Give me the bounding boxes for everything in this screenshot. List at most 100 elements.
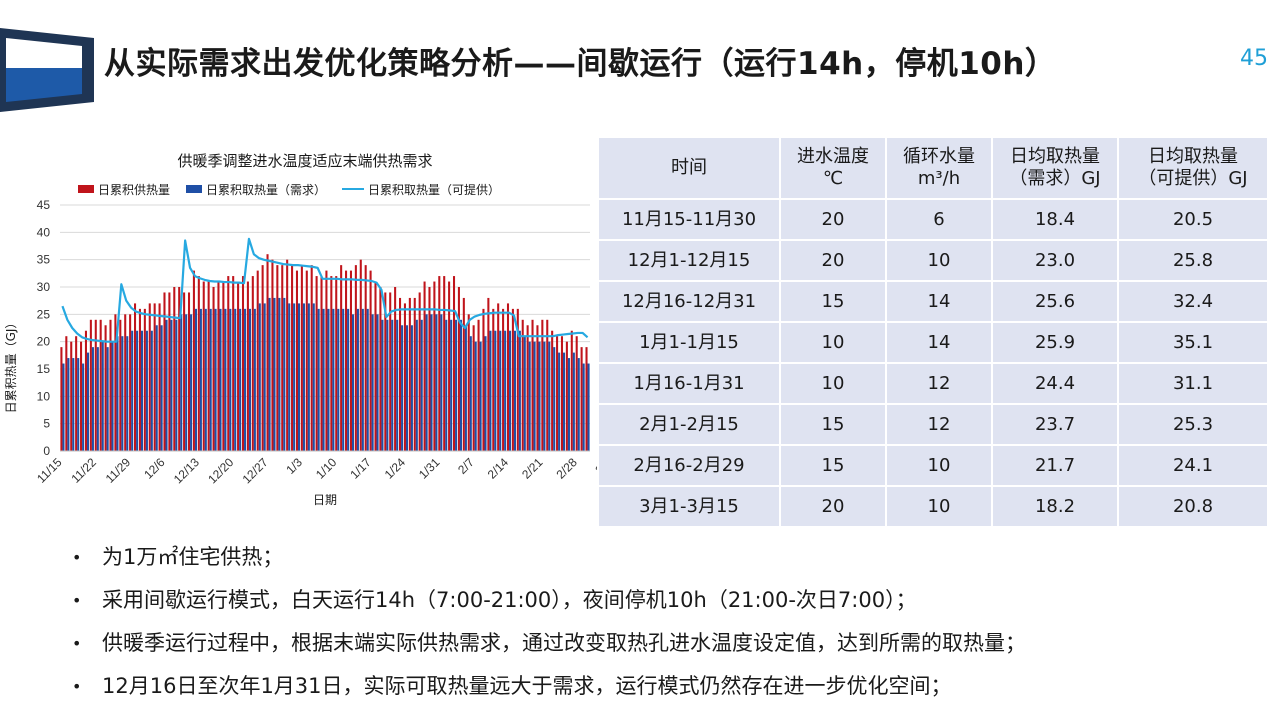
demand-bar <box>155 325 158 451</box>
x-tick-label: 12/27 <box>240 455 271 486</box>
supply-bar <box>526 325 529 451</box>
x-tick-label: 11/22 <box>68 455 99 486</box>
supply-bar <box>536 325 539 451</box>
table-cell: 25.6 <box>991 280 1119 323</box>
supply-bar <box>232 276 235 451</box>
bullet-text: 采用间歇运行模式，白天运行14h（7:00-21:00），夜间停机10h（21:… <box>102 588 917 612</box>
y-tick-label: 40 <box>37 225 51 239</box>
demand-bar <box>410 325 413 451</box>
demand-bar <box>244 308 247 451</box>
table-cell: 14 <box>885 321 993 364</box>
supply-bar <box>148 303 151 451</box>
supply-bar <box>433 281 436 451</box>
demand-bar <box>175 319 178 451</box>
demand-bar <box>572 352 575 451</box>
table-row: 12月16-12月31 15 14 25.6 32.4 <box>597 280 1269 323</box>
supply-bar <box>291 265 294 451</box>
demand-bar <box>258 303 261 451</box>
bullet-item: • 12月16日至次年1月31日，实际可取热量远大于需求，运行模式仍然存在进一步优… <box>70 665 1250 708</box>
supply-bar <box>394 287 397 451</box>
header-available: 日均取热量 （可提供）GJ <box>1117 136 1269 200</box>
table-header-row: 时间 进水温度 ℃ 循环水量 m³/h 日均取热量 （需求）GJ 日均取热量 （可提供）… <box>597 136 1269 200</box>
supply-bar <box>374 281 377 451</box>
supply-bar <box>153 303 156 451</box>
table-cell: 15 <box>779 280 887 323</box>
supply-bar <box>492 308 495 451</box>
bullet-item: • 为1万㎡住宅供热； <box>70 536 1250 579</box>
table-cell: 24.4 <box>991 362 1119 405</box>
supply-bar <box>418 292 421 451</box>
demand-bar <box>91 347 94 451</box>
bullet-list: • 为1万㎡住宅供热； • 采用间歇运行模式，白天运行14h（7:00-21:00），… <box>70 536 1250 708</box>
supply-bar <box>286 259 289 451</box>
supply-bar <box>251 276 254 451</box>
demand-bar <box>67 358 70 451</box>
supply-bar <box>506 303 510 451</box>
table-cell: 6 <box>885 198 993 241</box>
table-cell: 20 <box>779 198 887 241</box>
demand-bar <box>96 347 99 451</box>
table-cell: 15 <box>779 403 887 446</box>
supply-bar <box>575 336 578 451</box>
legend-item-demand: 日累积取热量（需求） <box>186 181 326 198</box>
table-cell: 25.8 <box>1117 239 1269 282</box>
demand-bar <box>420 319 423 451</box>
demand-bar <box>347 308 350 451</box>
demand-bar <box>283 297 286 451</box>
demand-bar <box>199 308 202 451</box>
demand-bar <box>469 336 472 451</box>
demand-bar <box>302 303 305 451</box>
table-row: 2月1-2月15 15 12 23.7 25.3 <box>597 403 1269 446</box>
demand-bar <box>401 325 404 451</box>
demand-bar <box>170 319 173 451</box>
y-tick-label: 0 <box>43 444 50 458</box>
supply-bar <box>349 270 352 451</box>
x-tick-label: 2/28 <box>553 455 580 482</box>
supply-bar <box>295 270 299 451</box>
header-time: 时间 <box>597 136 781 200</box>
demand-bar <box>528 341 531 451</box>
table-cell: 1月16-1月31 <box>597 362 781 405</box>
supply-bar <box>266 254 269 451</box>
demand-bar <box>111 341 114 451</box>
supply-bar <box>143 308 146 451</box>
legend-label-supply: 日累积供热量 <box>98 182 171 197</box>
demand-bar <box>160 325 163 451</box>
demand-bar <box>533 341 536 451</box>
demand-bar <box>263 303 266 451</box>
supply-bar <box>438 276 441 451</box>
demand-bar <box>361 308 364 451</box>
legend-item-available: 日累积取热量（可提供） <box>342 181 500 198</box>
table-cell: 25.3 <box>1117 403 1269 446</box>
demand-bar <box>548 341 551 451</box>
supply-bar <box>565 341 568 451</box>
table-cell: 3月1-3月15 <box>597 485 781 528</box>
demand-bar <box>234 308 237 451</box>
demand-bar <box>82 363 85 451</box>
demand-bar <box>214 308 217 451</box>
bullet-text: 为1万㎡住宅供热； <box>102 545 284 569</box>
supply-bar <box>560 336 564 451</box>
demand-bar <box>248 308 251 451</box>
supply-bar <box>281 265 284 451</box>
legend-swatch-demand <box>186 185 203 193</box>
supply-bar <box>399 297 402 451</box>
supply-bar <box>541 319 544 451</box>
table-cell: 11月15-11月30 <box>597 198 781 241</box>
legend-item-supply: 日累积供热量 <box>78 181 170 198</box>
supply-bar <box>60 347 63 451</box>
x-tick-label: 12/13 <box>171 455 202 486</box>
supply-bar <box>443 276 446 451</box>
demand-bar <box>376 314 379 451</box>
demand-bar <box>204 308 207 451</box>
supply-bar <box>246 281 249 451</box>
header-flow: 循环水量 m³/h <box>885 136 993 200</box>
logo <box>0 28 94 112</box>
table-cell: 12月16-12月31 <box>597 280 781 323</box>
supply-bar <box>276 265 279 451</box>
supply-bar <box>104 325 107 451</box>
supply-bar <box>320 276 323 451</box>
supply-bar <box>305 270 308 451</box>
y-tick-label: 15 <box>37 362 51 376</box>
table-row: 11月15-11月30 20 6 18.4 20.5 <box>597 198 1269 241</box>
